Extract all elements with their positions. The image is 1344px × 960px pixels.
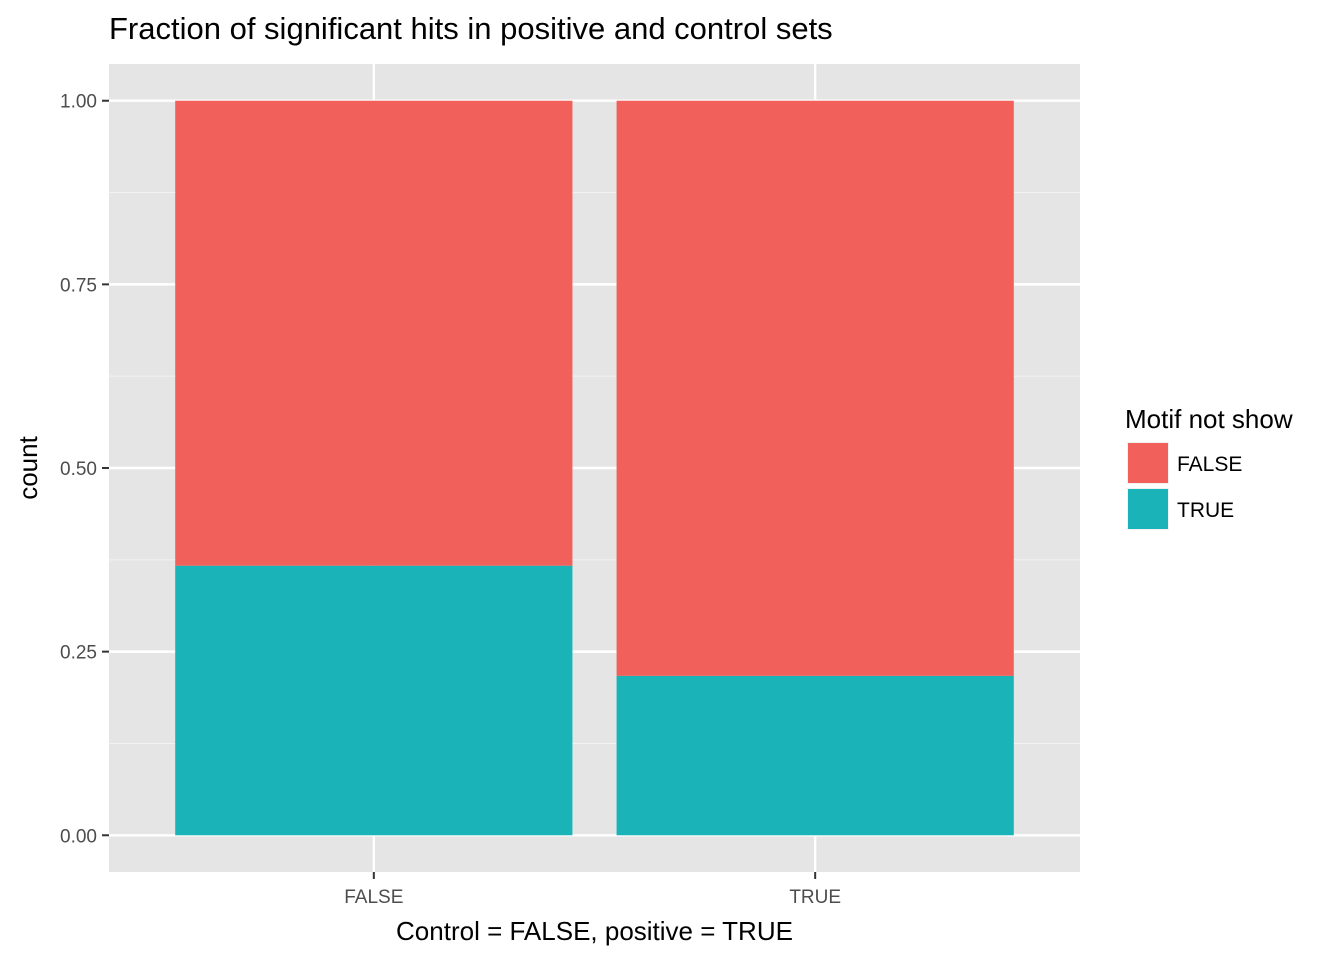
legend: Motif not show FALSE TRUE — [1125, 404, 1293, 530]
legend-swatch-true — [1128, 489, 1168, 529]
legend-swatch-false — [1128, 443, 1168, 483]
y-tick-label: 1.00 — [60, 92, 97, 113]
y-tick-label: 0.50 — [60, 459, 97, 480]
bar-segment-true-true — [616, 675, 1014, 836]
x-axis: FALSE TRUE — [344, 872, 841, 908]
bars — [175, 100, 1014, 836]
x-axis-title: Control = FALSE, positive = TRUE — [396, 916, 793, 946]
y-axis-title: count — [13, 435, 43, 499]
x-tick-label: TRUE — [789, 887, 841, 908]
x-tick-label: FALSE — [344, 887, 403, 908]
legend-label-false: FALSE — [1177, 453, 1242, 476]
chart-title: Fraction of significant hits in positive… — [109, 11, 833, 46]
y-tick-label: 0.75 — [60, 275, 97, 296]
legend-title: Motif not show — [1125, 404, 1293, 434]
y-tick-label: 0.25 — [60, 643, 97, 664]
bar-segment-false-true — [175, 565, 573, 836]
y-axis: 0.00 0.25 0.50 0.75 1.00 — [60, 92, 109, 847]
legend-label-true: TRUE — [1177, 499, 1234, 522]
y-tick-label: 0.00 — [60, 826, 97, 847]
bar-segment-true-false — [616, 100, 1014, 676]
bar-segment-false-false — [175, 100, 573, 566]
